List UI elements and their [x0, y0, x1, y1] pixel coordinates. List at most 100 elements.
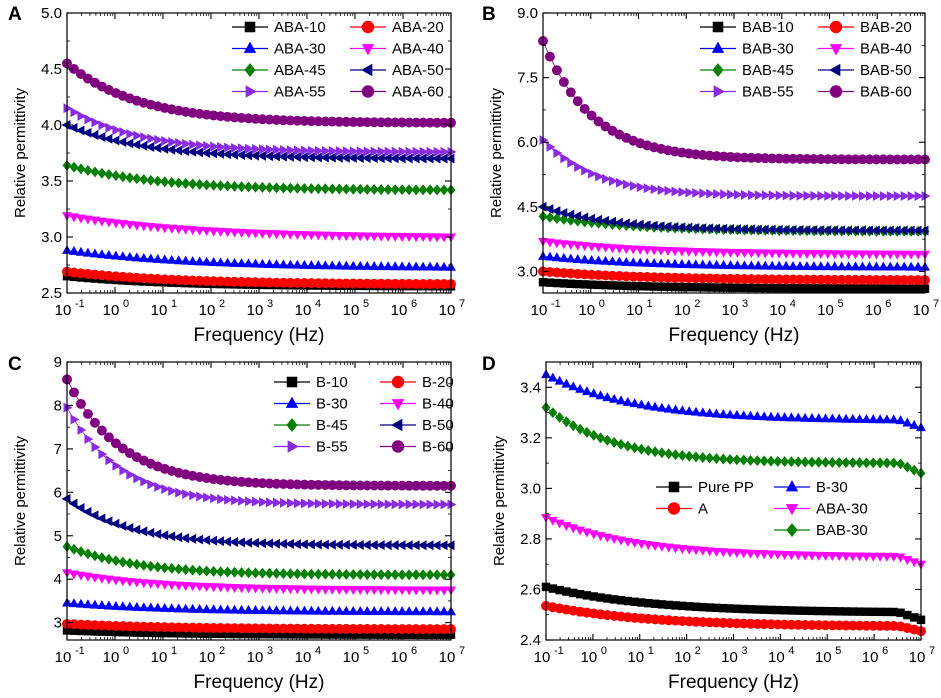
- data-point: [847, 620, 858, 631]
- data-point: [174, 563, 184, 575]
- legend-item: ABA-55: [232, 84, 326, 101]
- data-point: [138, 140, 148, 151]
- data-point: [335, 146, 345, 157]
- data-point: [285, 568, 295, 580]
- data-point: [363, 146, 373, 157]
- data-point: [642, 257, 653, 267]
- x-tick-exponent: 4: [788, 645, 794, 657]
- data-point: [355, 605, 366, 615]
- data-point: [574, 162, 584, 172]
- data-point: [139, 174, 149, 185]
- data-point: [795, 153, 805, 164]
- legend-marker: [712, 21, 724, 33]
- data-point: [841, 620, 851, 631]
- data-point: [711, 408, 722, 418]
- data-point: [320, 480, 331, 490]
- data-point: [222, 583, 233, 593]
- data-point: [159, 622, 170, 633]
- data-point: [774, 249, 785, 259]
- data-point: [180, 225, 191, 235]
- data-point: [285, 479, 296, 490]
- data-point: [431, 153, 441, 164]
- legend-marker: [286, 376, 298, 388]
- data-point: [566, 279, 575, 288]
- data-point: [334, 260, 345, 270]
- data-point: [362, 183, 372, 195]
- data-point: [271, 230, 282, 240]
- data-point: [278, 585, 289, 595]
- data-point: [439, 480, 449, 491]
- data-point: [103, 620, 114, 631]
- data-point: [245, 496, 254, 507]
- data-point: [656, 282, 666, 291]
- data-point: [356, 630, 365, 639]
- data-point: [376, 606, 387, 616]
- data-point: [671, 186, 681, 197]
- data-point: [299, 585, 310, 595]
- legend-marker: [391, 418, 403, 432]
- data-point: [320, 260, 331, 270]
- data-point: [313, 183, 323, 195]
- series-aba-50: [61, 120, 455, 164]
- data-point: [145, 621, 156, 632]
- data-point: [321, 630, 330, 639]
- data-point: [77, 111, 87, 121]
- data-point: [334, 585, 345, 595]
- data-point: [425, 569, 435, 581]
- data-point: [425, 606, 436, 616]
- data-point: [313, 605, 324, 615]
- data-point: [69, 245, 79, 255]
- data-point: [222, 623, 233, 634]
- data-point: [419, 499, 429, 510]
- data-point: [806, 551, 817, 561]
- data-point: [892, 154, 903, 165]
- data-point: [740, 189, 750, 200]
- data-point: [690, 247, 701, 257]
- data-point: [561, 378, 572, 388]
- data-point: [271, 605, 282, 615]
- data-point: [390, 261, 401, 271]
- data-point: [110, 600, 121, 610]
- data-point: [173, 603, 184, 613]
- data-point: [133, 130, 143, 141]
- data-point: [321, 145, 331, 156]
- data-point: [279, 630, 288, 639]
- x-tick-label: 10: [343, 302, 360, 319]
- data-point: [341, 278, 352, 289]
- data-point: [76, 546, 86, 558]
- y-tick-label: 4.0: [41, 117, 62, 134]
- data-point: [174, 629, 183, 638]
- data-point: [554, 375, 565, 385]
- data-point: [589, 592, 598, 601]
- data-point: [881, 552, 892, 562]
- data-point: [187, 275, 198, 286]
- data-point: [300, 498, 310, 509]
- data-point: [864, 154, 875, 165]
- data-point: [655, 221, 665, 232]
- data-point: [720, 189, 730, 200]
- data-point: [180, 622, 191, 633]
- data-point: [320, 116, 331, 127]
- legend-label: Pure PP: [698, 479, 754, 496]
- data-point: [69, 161, 79, 173]
- data-point: [836, 154, 847, 165]
- data-point: [321, 498, 331, 509]
- data-point: [397, 117, 408, 128]
- data-point: [139, 559, 149, 571]
- legend-marker: [244, 63, 256, 77]
- data-point: [168, 485, 178, 496]
- data-point: [795, 274, 805, 285]
- data-point: [76, 246, 86, 256]
- data-point: [753, 249, 764, 259]
- data-point: [801, 250, 812, 259]
- data-point: [424, 153, 434, 164]
- data-point: [861, 620, 872, 631]
- data-point: [858, 284, 867, 293]
- data-point: [257, 258, 268, 268]
- legend-label: BAB-60: [860, 84, 912, 101]
- data-point: [354, 539, 364, 550]
- data-point: [187, 582, 198, 592]
- data-point: [292, 230, 303, 240]
- data-point: [891, 225, 901, 236]
